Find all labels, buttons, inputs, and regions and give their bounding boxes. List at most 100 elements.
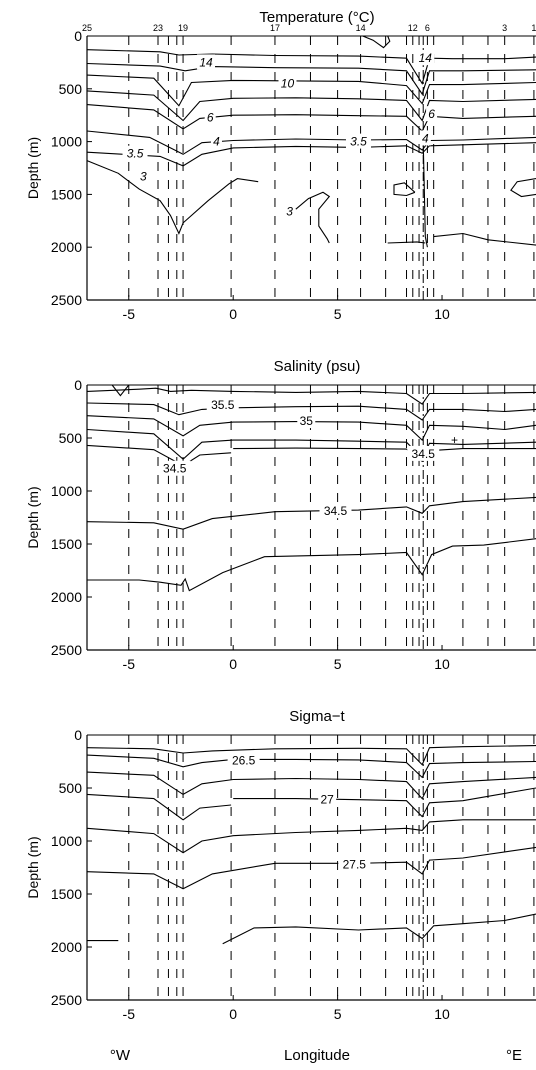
- contour-label-bg: [197, 54, 216, 70]
- contour-line: [86, 160, 259, 235]
- contour-line: [86, 387, 536, 405]
- contour-line: [86, 745, 536, 766]
- y-tick-label: 500: [59, 780, 83, 796]
- contour-label-bg: [227, 752, 260, 768]
- x-tick-label: 5: [334, 656, 342, 672]
- contour-label: 27: [320, 793, 334, 807]
- contour-label: 3.5: [127, 147, 144, 161]
- panel-title: Salinity (psu): [274, 358, 361, 375]
- contour-label-bg: [419, 130, 431, 146]
- contour-line: [111, 384, 130, 397]
- y-tick-label: 2500: [51, 992, 82, 1008]
- sigma-t-panel: Sigma−t 26.5 27 27.5 0 500 1000 1500 2000 2500 -5 0…: [25, 708, 536, 1022]
- contour-line: [86, 428, 536, 460]
- contour-label-bg: [426, 106, 438, 122]
- contour-line: [387, 241, 426, 244]
- y-axis-label: Depth (m): [25, 836, 41, 898]
- contour-line: [86, 74, 536, 107]
- station-label: 17: [270, 23, 280, 33]
- y-axis-label: Depth (m): [25, 486, 41, 548]
- contour-line: [393, 182, 416, 197]
- contour-label-bg: [158, 460, 191, 476]
- y-tick-label: 1500: [51, 186, 82, 202]
- contour-line: [86, 771, 536, 800]
- contour-label: 10: [281, 77, 295, 91]
- contour-label-bg: [204, 109, 216, 125]
- contour-line: [433, 232, 536, 246]
- contour-line: [86, 142, 536, 167]
- y-tick-label: 2500: [51, 642, 82, 658]
- station-label: 25: [82, 23, 92, 33]
- contour-label: 3: [140, 169, 147, 183]
- panel-title: Sigma−t: [289, 708, 345, 725]
- contour-label: 3.5: [350, 135, 367, 149]
- contour-line: [86, 62, 536, 96]
- y-axis-label: Depth (m): [25, 137, 41, 199]
- contour-line: [422, 141, 428, 248]
- contour-label-bg: [137, 168, 149, 184]
- y-tick-label: 2000: [51, 589, 82, 605]
- contour-line: [86, 415, 536, 442]
- y-tick-label: 2000: [51, 939, 82, 955]
- contour-label: 35: [300, 414, 314, 428]
- contour-line: [86, 402, 536, 421]
- contour-line: [86, 104, 536, 132]
- x-tick-label: 10: [434, 306, 450, 322]
- y-tick-label: 1500: [51, 536, 82, 552]
- y-tick-label: 1000: [51, 833, 82, 849]
- x-tick-label: -5: [123, 656, 136, 672]
- y-tick-label: 1500: [51, 886, 82, 902]
- station-label: 12: [408, 23, 418, 33]
- panel-title: Temperature (°C): [259, 9, 374, 26]
- station-label: 1: [531, 23, 536, 33]
- marker: +: [451, 433, 458, 447]
- station-label: 23: [153, 23, 163, 33]
- contour-line: [86, 90, 536, 122]
- x-tick-label: 5: [334, 306, 342, 322]
- y-tick-label: 1000: [51, 134, 82, 150]
- contour-label-bg: [407, 445, 440, 461]
- x-tick-label: 10: [434, 656, 450, 672]
- contour-line: [86, 49, 536, 85]
- contour-line: [233, 787, 536, 818]
- y-tick-label: 2000: [51, 239, 82, 255]
- contour-line: [87, 538, 536, 592]
- contour-line: [233, 447, 536, 463]
- contour-label: 14: [199, 55, 213, 69]
- contour-label: 14: [419, 51, 433, 65]
- contour-label-bg: [416, 50, 435, 66]
- contour-label: 6: [207, 110, 214, 124]
- contour-label-bg: [210, 133, 222, 149]
- contour-label-bg: [345, 133, 371, 149]
- contour-label: 34.5: [163, 462, 187, 476]
- y-tick-label: 2500: [51, 292, 82, 308]
- contour-label: 3: [286, 204, 293, 218]
- contour-label-bg: [297, 413, 316, 429]
- contour-label: 4: [422, 131, 429, 145]
- contour-label: 34.5: [412, 447, 436, 461]
- contour-line: [86, 846, 536, 890]
- x-tick-label: 10: [434, 1006, 450, 1022]
- contour-label-bg: [284, 203, 296, 219]
- x-tick-label: 0: [229, 656, 237, 672]
- contour-label-bg: [318, 791, 337, 807]
- contour-line: [222, 913, 536, 945]
- contour-label: 4: [213, 135, 220, 149]
- y-tick-label: 1000: [51, 483, 82, 499]
- x-tick-label: -5: [123, 1006, 136, 1022]
- y-tick-label: 0: [74, 377, 82, 393]
- contour-label-bg: [206, 397, 239, 413]
- station-label: 3: [502, 23, 507, 33]
- east-label: °E: [506, 1047, 522, 1064]
- contour-line: [362, 35, 391, 49]
- contour-line: [86, 819, 536, 854]
- contour-line: [295, 191, 331, 244]
- y-tick-label: 500: [59, 81, 83, 97]
- y-tick-label: 0: [74, 727, 82, 743]
- salinity-panel: Salinity (psu)35.53534.534.534.5+0500100…: [25, 358, 536, 672]
- contour-label: 27.5: [343, 857, 367, 871]
- contour-line: [86, 496, 536, 530]
- station-label: 6: [425, 23, 430, 33]
- y-tick-label: 0: [74, 28, 82, 44]
